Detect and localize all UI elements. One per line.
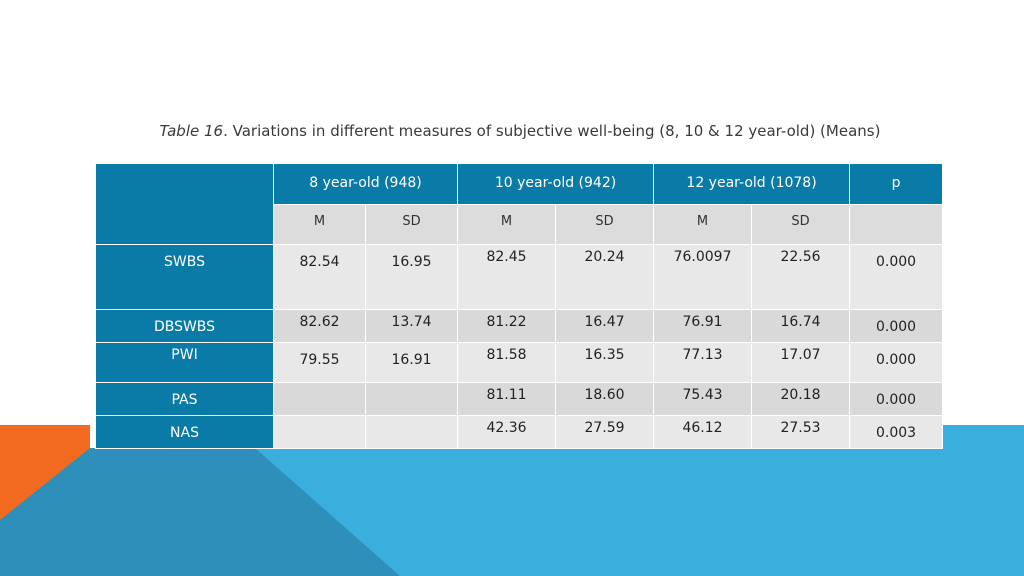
row-label: NAS (95, 415, 274, 449)
value-cell: 17.07 (751, 342, 851, 383)
row-label: DBSWBS (95, 309, 274, 343)
value-cell (364, 382, 459, 416)
header-group: 8 year-old (948) (272, 163, 459, 205)
subheader-cell: M (273, 204, 366, 245)
wellbeing-table: 8 year-old (948) 10 year-old (942) 12 ye… (95, 163, 944, 449)
value-cell: 16.47 (555, 309, 655, 343)
value-cell: 22.56 (751, 244, 851, 310)
header-group: p (849, 163, 944, 205)
value-cell: 0.003 (849, 415, 944, 449)
value-cell: 76.0097 (653, 244, 753, 310)
caption-label: Table 16 (159, 122, 224, 140)
value-cell: 13.74 (364, 309, 459, 343)
value-cell: 18.60 (555, 382, 655, 416)
value-cell: 76.91 (653, 309, 753, 343)
header-corner (95, 163, 274, 245)
subheader-cell (849, 204, 944, 245)
value-cell: 0.000 (849, 382, 944, 416)
value-cell (273, 382, 366, 416)
value-cell: 81.58 (457, 342, 557, 383)
header-group: 10 year-old (942) (457, 163, 655, 205)
value-cell (364, 415, 459, 449)
caption-text: . Variations in different measures of su… (223, 122, 881, 140)
value-cell: 0.000 (849, 342, 944, 383)
subheader-cell: M (653, 204, 753, 245)
value-cell: 27.53 (751, 415, 851, 449)
value-cell: 27.59 (555, 415, 655, 449)
table-row: PWI 79.55 16.91 81.58 16.35 77.13 17.07 … (95, 342, 944, 383)
table-row: DBSWBS 82.62 13.74 81.22 16.47 76.91 16.… (95, 309, 944, 343)
row-label: PWI (95, 342, 274, 383)
value-cell: 82.45 (457, 244, 557, 310)
value-cell: 42.36 (457, 415, 557, 449)
value-cell: 82.54 (273, 244, 366, 310)
table-row: SWBS 82.54 16.95 82.45 20.24 76.0097 22.… (95, 244, 944, 310)
value-cell: 46.12 (653, 415, 753, 449)
value-cell: 16.91 (364, 342, 459, 383)
value-cell: 16.35 (555, 342, 655, 383)
value-cell: 0.000 (849, 244, 944, 310)
row-label: PAS (95, 382, 274, 416)
value-cell: 16.74 (751, 309, 851, 343)
value-cell (273, 415, 366, 449)
value-cell: 16.95 (364, 244, 459, 310)
subheader-cell: SD (751, 204, 851, 245)
value-cell: 79.55 (273, 342, 366, 383)
value-cell: 81.22 (457, 309, 557, 343)
subheader-cell: M (457, 204, 557, 245)
value-cell: 81.11 (457, 382, 557, 416)
value-cell: 77.13 (653, 342, 753, 383)
table-row: PAS 81.11 18.60 75.43 20.18 0.000 (95, 382, 944, 416)
value-cell: 0.000 (849, 309, 944, 343)
subheader-cell: SD (555, 204, 655, 245)
row-label: SWBS (95, 244, 274, 310)
dark-blue-shape (0, 448, 400, 576)
header-group: 12 year-old (1078) (653, 163, 851, 205)
subheader-cell: SD (364, 204, 459, 245)
value-cell: 82.62 (273, 309, 366, 343)
table-caption: Table 16. Variations in different measur… (0, 122, 1024, 140)
value-cell: 75.43 (653, 382, 753, 416)
value-cell: 20.18 (751, 382, 851, 416)
value-cell: 20.24 (555, 244, 655, 310)
table-row: NAS 42.36 27.59 46.12 27.53 0.003 (95, 415, 944, 449)
